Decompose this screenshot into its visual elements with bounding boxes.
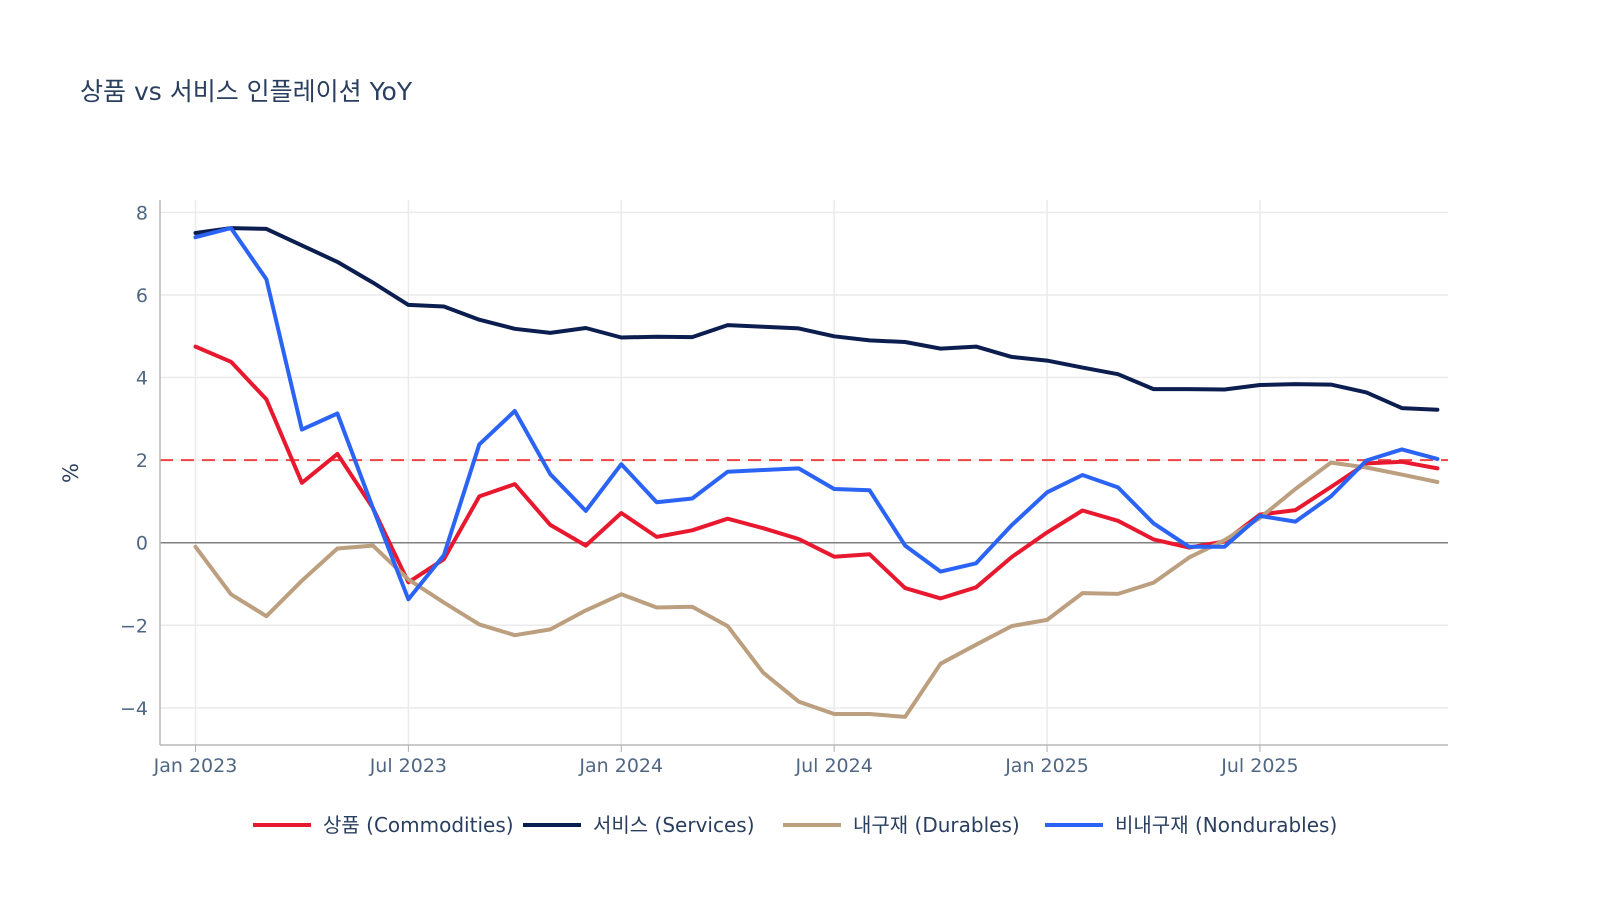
x-axis-ticks: Jan 2023 Jul 2023 Jan 2024 Jul 2024 Jan 2025… bbox=[153, 755, 1299, 777]
x-tick-label: Jan 2025 bbox=[1004, 755, 1089, 777]
series-line-1 bbox=[193, 226, 1440, 412]
y-tick-label: 6 bbox=[136, 285, 148, 307]
series-line-3 bbox=[193, 226, 1440, 602]
series-lines bbox=[193, 226, 1440, 719]
y-tick-label: 4 bbox=[136, 368, 148, 390]
x-tick-label: Jul 2024 bbox=[794, 755, 872, 777]
y-tick-label: 0 bbox=[136, 533, 148, 555]
legend: 상품 (Commodities) 서비스 (Services) 내구재 (Durab… bbox=[253, 813, 1337, 837]
x-tick-label: Jul 2025 bbox=[1220, 755, 1298, 777]
y-tick-label: −2 bbox=[120, 615, 148, 637]
y-axis-ticks: 8 6 4 2 0 −2 −4 bbox=[120, 202, 148, 719]
y-axis-label: % bbox=[59, 463, 83, 483]
legend-label-1: 서비스 (Services) bbox=[593, 813, 755, 837]
y-tick-label: 8 bbox=[136, 202, 148, 224]
legend-label-2: 내구재 (Durables) bbox=[853, 813, 1020, 837]
x-tick-label: Jul 2023 bbox=[369, 755, 447, 777]
x-tick-label: Jan 2023 bbox=[153, 755, 238, 777]
axes bbox=[159, 200, 1448, 752]
chart-title: 상품 vs 서비스 인플레이션 YoY bbox=[80, 77, 413, 106]
x-tick-label: Jan 2024 bbox=[578, 755, 663, 777]
y-tick-label: −4 bbox=[120, 698, 148, 720]
legend-label-3: 비내구재 (Nondurables) bbox=[1115, 813, 1337, 837]
y-tick-label: 2 bbox=[136, 450, 148, 472]
series-line-2 bbox=[193, 460, 1440, 719]
legend-label-0: 상품 (Commodities) bbox=[323, 813, 514, 837]
